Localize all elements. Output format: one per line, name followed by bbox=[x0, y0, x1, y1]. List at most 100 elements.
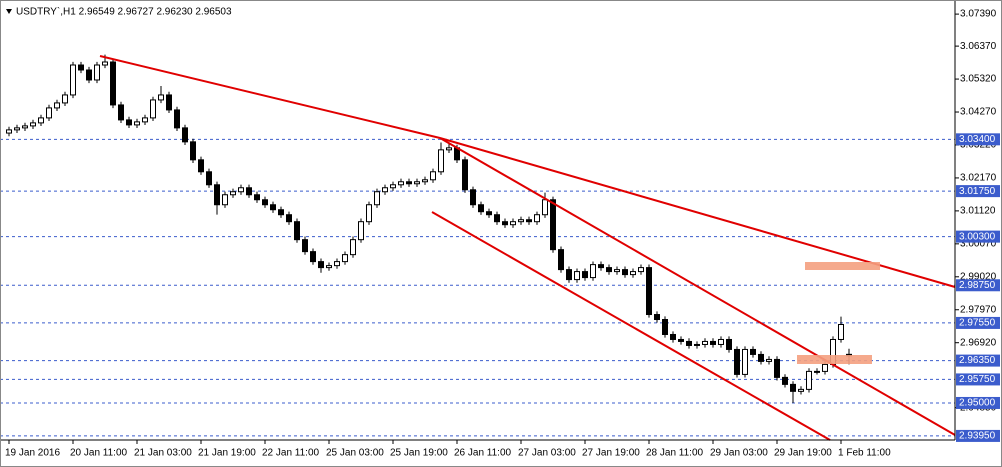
candle-body bbox=[414, 181, 420, 185]
trend-line bbox=[439, 137, 956, 436]
menu-arrow bbox=[6, 9, 12, 14]
candle-body bbox=[6, 129, 12, 134]
candle-body bbox=[54, 102, 60, 109]
candle-body bbox=[38, 117, 44, 124]
candle-body bbox=[510, 221, 516, 226]
candle-body bbox=[566, 269, 572, 281]
candle-body bbox=[14, 127, 20, 131]
x-tick-label: 19 Jan 2016 bbox=[5, 448, 60, 459]
candle-body bbox=[110, 61, 116, 106]
candle-body bbox=[790, 383, 796, 392]
candle-body bbox=[798, 388, 804, 392]
candle-body bbox=[502, 221, 508, 226]
candle-body bbox=[574, 271, 580, 281]
candle-body bbox=[494, 214, 500, 223]
candle-body bbox=[286, 214, 292, 223]
candle-body bbox=[334, 261, 340, 267]
candle-body bbox=[86, 69, 92, 81]
candle-body bbox=[438, 149, 444, 173]
candle-body bbox=[742, 348, 748, 375]
candle-body bbox=[734, 348, 740, 375]
candle-body bbox=[606, 267, 612, 273]
candle-body bbox=[526, 219, 532, 223]
candle-body bbox=[534, 214, 540, 223]
candle-body bbox=[814, 370, 820, 373]
candle-body bbox=[358, 221, 364, 241]
candle-body bbox=[182, 127, 188, 143]
y-tick-label: 3.04270 bbox=[960, 107, 997, 118]
y-tick-label: 3.05320 bbox=[960, 74, 997, 85]
header: USDTRY`,H1 2.96549 2.96727 2.96230 2.965… bbox=[16, 6, 232, 18]
candle-body bbox=[30, 122, 36, 127]
x-tick-label: 21 Jan 19:00 bbox=[198, 448, 256, 459]
level-box bbox=[956, 133, 1000, 146]
y-tick-label: 2.96920 bbox=[960, 337, 997, 348]
candle-body bbox=[470, 189, 476, 206]
level-box bbox=[956, 396, 1000, 409]
level-box bbox=[956, 279, 1000, 292]
candle-body bbox=[710, 340, 716, 345]
x-tick-label: 29 Jan 19:00 bbox=[774, 448, 832, 459]
candle-body bbox=[270, 204, 276, 211]
zone bbox=[797, 355, 872, 364]
candle-body bbox=[134, 121, 140, 126]
y-tick-label: 2.97970 bbox=[960, 304, 997, 315]
y-tick-label: 3.07390 bbox=[960, 9, 997, 20]
candle-body bbox=[62, 94, 68, 104]
candle-body bbox=[518, 219, 524, 223]
candle-body bbox=[174, 109, 180, 129]
candle-body bbox=[318, 261, 324, 269]
candle-body bbox=[622, 269, 628, 276]
candle-body bbox=[558, 249, 564, 271]
candle-body bbox=[822, 363, 828, 372]
level-box bbox=[956, 373, 1000, 386]
zone bbox=[805, 262, 880, 270]
level-box bbox=[956, 354, 1000, 367]
candle-body bbox=[142, 117, 148, 123]
candle-body bbox=[486, 211, 492, 216]
candle-body bbox=[374, 191, 380, 206]
candle-body bbox=[118, 104, 124, 121]
level-label: 2.93950 bbox=[959, 431, 996, 442]
candle-body bbox=[430, 171, 436, 181]
candle-body bbox=[726, 338, 732, 350]
candle-body bbox=[718, 338, 724, 345]
candle-body bbox=[422, 179, 428, 183]
candle-body bbox=[126, 119, 132, 126]
candles bbox=[6, 54, 852, 403]
level-label: 2.97550 bbox=[959, 318, 996, 329]
y-tick-label: 2.99020 bbox=[960, 271, 997, 282]
x-tick-label: 21 Jan 03:00 bbox=[134, 448, 192, 459]
level-label: 3.01750 bbox=[959, 186, 996, 197]
candle-body bbox=[446, 147, 452, 151]
candle-body bbox=[398, 181, 404, 186]
level-label: 3.03400 bbox=[959, 134, 996, 145]
candle-body bbox=[70, 64, 76, 96]
x-tick-label: 1 Feb 11:00 bbox=[838, 448, 891, 459]
candle-body bbox=[590, 264, 596, 279]
candle-body bbox=[694, 343, 700, 346]
x-tick-label: 29 Jan 03:00 bbox=[710, 448, 768, 459]
level-box bbox=[956, 230, 1000, 243]
candle-body bbox=[206, 171, 212, 186]
candle-body bbox=[102, 61, 108, 66]
candle-body bbox=[310, 251, 316, 263]
level-box bbox=[956, 185, 1000, 198]
trend-line bbox=[431, 211, 831, 441]
trend-lines bbox=[99, 55, 956, 441]
candle-body bbox=[838, 324, 844, 340]
candle-body bbox=[630, 271, 636, 276]
candle-body bbox=[158, 94, 164, 101]
level-label: 2.95750 bbox=[959, 374, 996, 385]
x-tick-label: 20 Jan 11:00 bbox=[70, 448, 128, 459]
candle-body bbox=[294, 221, 300, 241]
candle-body bbox=[150, 99, 156, 119]
level-box bbox=[956, 316, 1000, 329]
y-tick-label: 3.02170 bbox=[960, 173, 997, 184]
candle-body bbox=[654, 314, 660, 321]
candle-body bbox=[678, 338, 684, 342]
candle-body bbox=[686, 340, 692, 346]
candle-body bbox=[222, 194, 228, 206]
